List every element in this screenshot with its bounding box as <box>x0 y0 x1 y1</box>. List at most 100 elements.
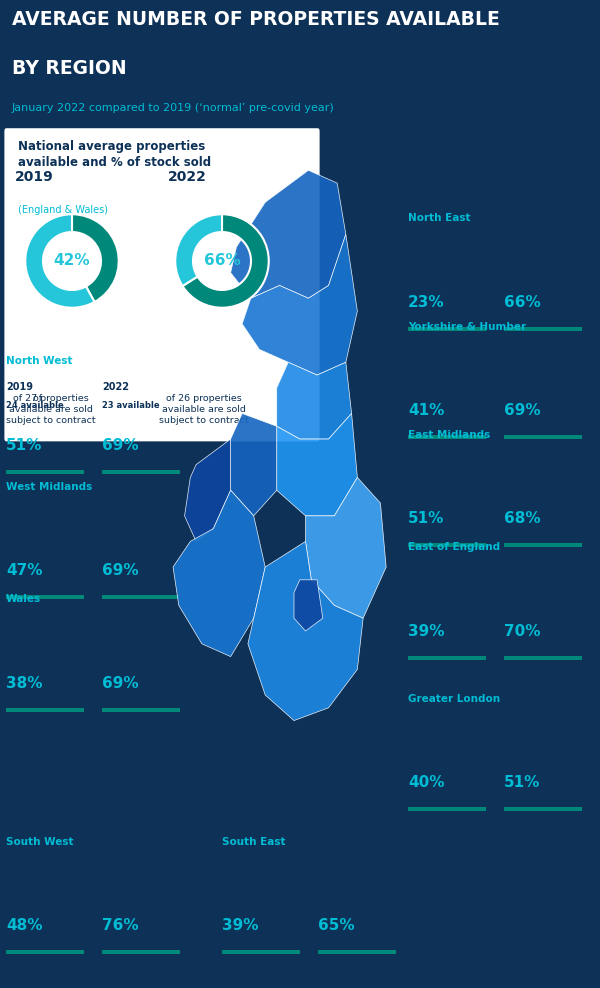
Text: 24 available: 24 available <box>504 259 562 268</box>
Text: sold subject
to contract: sold subject to contract <box>408 831 458 850</box>
Text: 42%: 42% <box>53 254 91 269</box>
Text: 65%: 65% <box>318 918 355 933</box>
Text: 2022: 2022 <box>504 239 531 249</box>
Text: West Midlands: West Midlands <box>6 482 92 492</box>
Text: 2019: 2019 <box>408 719 435 730</box>
Text: 24 available: 24 available <box>6 401 64 410</box>
Text: 29 available: 29 available <box>408 587 466 597</box>
FancyBboxPatch shape <box>504 435 582 440</box>
Text: sold subject
to contract: sold subject to contract <box>6 493 56 513</box>
Text: 20 available: 20 available <box>102 639 160 648</box>
Text: 69%: 69% <box>102 676 139 691</box>
Polygon shape <box>248 541 363 720</box>
Text: 68%: 68% <box>504 511 541 527</box>
Text: 43 available: 43 available <box>408 739 466 748</box>
FancyBboxPatch shape <box>6 469 84 474</box>
Text: sold subject
to contract: sold subject to contract <box>318 973 368 988</box>
Text: 2022: 2022 <box>504 455 531 465</box>
Text: 2019: 2019 <box>222 863 249 872</box>
Text: sold subject
to contract: sold subject to contract <box>408 679 458 699</box>
FancyBboxPatch shape <box>408 543 486 547</box>
Text: 19 available: 19 available <box>504 475 562 484</box>
Text: 69%: 69% <box>102 563 139 578</box>
Wedge shape <box>25 214 95 307</box>
Text: sold subject
to contract: sold subject to contract <box>408 458 458 478</box>
Text: 48%: 48% <box>6 918 43 933</box>
Text: 23 available: 23 available <box>102 401 160 410</box>
FancyBboxPatch shape <box>408 435 486 440</box>
FancyBboxPatch shape <box>102 707 180 712</box>
Text: BY REGION: BY REGION <box>12 59 127 78</box>
Text: 38%: 38% <box>6 676 43 691</box>
Text: 2019: 2019 <box>6 620 33 630</box>
Polygon shape <box>294 580 323 631</box>
Text: 18 available: 18 available <box>504 367 562 375</box>
Text: 40%: 40% <box>408 776 445 790</box>
Text: 51%: 51% <box>504 776 541 790</box>
Wedge shape <box>182 214 269 307</box>
Text: North West: North West <box>6 357 73 367</box>
Text: 69%: 69% <box>102 438 139 453</box>
FancyBboxPatch shape <box>102 595 180 600</box>
Text: South East: South East <box>222 837 286 847</box>
Text: Greater London: Greater London <box>408 694 500 703</box>
Text: sold subject
to contract: sold subject to contract <box>6 731 56 750</box>
Text: sold subject
to contract: sold subject to contract <box>222 973 272 988</box>
Text: 2019: 2019 <box>15 170 54 184</box>
Text: 19 available: 19 available <box>408 475 466 484</box>
Polygon shape <box>277 413 358 516</box>
Text: sold subject
to contract: sold subject to contract <box>6 618 56 638</box>
Text: 39%: 39% <box>408 623 445 638</box>
Text: of 26 properties
available are sold
subject to contract: of 26 properties available are sold subj… <box>159 394 249 426</box>
Text: North East: North East <box>408 213 470 223</box>
FancyBboxPatch shape <box>408 807 486 811</box>
Polygon shape <box>277 363 352 439</box>
Text: 2019: 2019 <box>6 382 33 392</box>
FancyBboxPatch shape <box>504 543 582 547</box>
Text: sold subject
to contract: sold subject to contract <box>504 458 554 478</box>
FancyBboxPatch shape <box>408 656 486 660</box>
FancyBboxPatch shape <box>318 949 396 954</box>
Text: 66%: 66% <box>203 254 241 269</box>
Text: sold subject
to contract: sold subject to contract <box>6 973 56 988</box>
Polygon shape <box>242 234 358 375</box>
Text: 28 available: 28 available <box>504 587 562 597</box>
Text: sold subject
to contract: sold subject to contract <box>102 973 152 988</box>
Text: 66%: 66% <box>504 294 541 310</box>
Text: 51%: 51% <box>408 511 445 527</box>
FancyBboxPatch shape <box>6 949 84 954</box>
Text: National average properties
available and % of stock sold: National average properties available an… <box>18 140 211 169</box>
FancyBboxPatch shape <box>3 126 321 443</box>
Text: 2022: 2022 <box>168 170 207 184</box>
Text: 47%: 47% <box>6 563 43 578</box>
Text: 19 available: 19 available <box>408 367 466 375</box>
Text: Wales: Wales <box>6 594 41 605</box>
Text: 2022: 2022 <box>102 620 129 630</box>
Text: 2022: 2022 <box>318 863 345 872</box>
Text: South West: South West <box>6 837 74 847</box>
Text: 25 available: 25 available <box>318 881 376 890</box>
Text: 2019: 2019 <box>408 348 435 358</box>
Text: East Midlands: East Midlands <box>408 430 490 440</box>
FancyBboxPatch shape <box>6 595 84 600</box>
Text: 76%: 76% <box>102 918 139 933</box>
Polygon shape <box>173 490 265 657</box>
Text: sold subject
to contract: sold subject to contract <box>408 350 458 370</box>
Text: 2022: 2022 <box>504 568 531 578</box>
Text: sold subject
to contract: sold subject to contract <box>504 831 554 850</box>
FancyBboxPatch shape <box>408 327 486 331</box>
Text: January 2022 compared to 2019 (‘normal’ pre-covid year): January 2022 compared to 2019 (‘normal’ … <box>12 103 335 113</box>
FancyBboxPatch shape <box>222 949 300 954</box>
Text: 31 available: 31 available <box>222 881 280 890</box>
FancyBboxPatch shape <box>504 656 582 660</box>
Text: 39%: 39% <box>222 918 259 933</box>
Polygon shape <box>230 170 346 298</box>
Text: 15 available: 15 available <box>6 639 64 648</box>
Wedge shape <box>175 214 222 287</box>
Text: 16 available: 16 available <box>102 527 160 535</box>
Text: 41%: 41% <box>408 403 445 418</box>
Text: of: of <box>33 394 45 403</box>
Text: Yorkshire & Humber: Yorkshire & Humber <box>408 321 526 332</box>
Text: 2019: 2019 <box>408 568 435 578</box>
FancyBboxPatch shape <box>504 327 582 331</box>
